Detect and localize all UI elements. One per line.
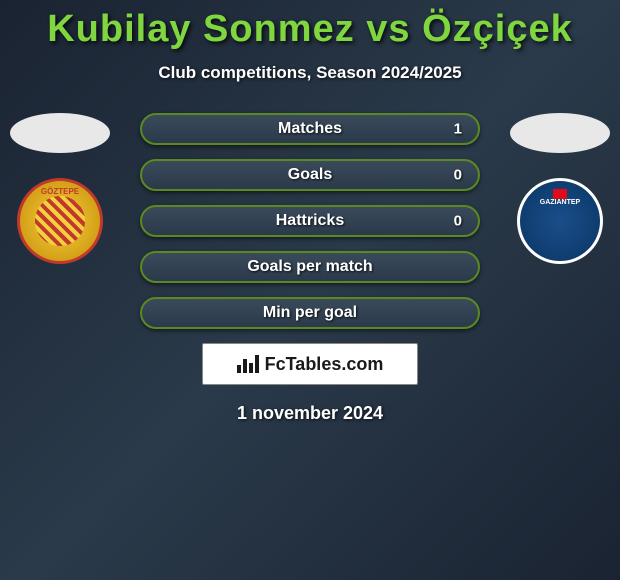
stat-label: Goals bbox=[288, 166, 332, 184]
stat-right-value: 0 bbox=[454, 213, 462, 230]
date-label: 1 november 2024 bbox=[0, 403, 620, 424]
player-left-avatar bbox=[10, 113, 110, 153]
stat-row-matches: Matches 1 bbox=[140, 113, 480, 145]
branding-box[interactable]: FcTables.com bbox=[202, 343, 418, 385]
player-right-column bbox=[510, 113, 610, 264]
stats-list: Matches 1 Goals 0 Hattricks 0 Goals per … bbox=[140, 113, 480, 329]
stat-right-value: 0 bbox=[454, 167, 462, 184]
page-title: Kubilay Sonmez vs Özçiçek bbox=[0, 0, 620, 51]
player-right-avatar bbox=[510, 113, 610, 153]
player-left-column bbox=[10, 113, 110, 264]
stat-row-min-per-goal: Min per goal bbox=[140, 297, 480, 329]
club-badge-right bbox=[517, 178, 603, 264]
stat-row-goals-per-match: Goals per match bbox=[140, 251, 480, 283]
subtitle: Club competitions, Season 2024/2025 bbox=[0, 63, 620, 83]
stat-label: Goals per match bbox=[247, 258, 372, 276]
barchart-icon bbox=[237, 355, 259, 373]
stat-row-hattricks: Hattricks 0 bbox=[140, 205, 480, 237]
stat-label: Matches bbox=[278, 120, 342, 138]
stat-right-value: 1 bbox=[454, 121, 462, 138]
stat-label: Min per goal bbox=[263, 304, 357, 322]
stat-row-goals: Goals 0 bbox=[140, 159, 480, 191]
comparison-panel: Matches 1 Goals 0 Hattricks 0 Goals per … bbox=[0, 113, 620, 424]
branding-text: FcTables.com bbox=[265, 354, 384, 375]
club-badge-left bbox=[17, 178, 103, 264]
stat-label: Hattricks bbox=[276, 212, 344, 230]
